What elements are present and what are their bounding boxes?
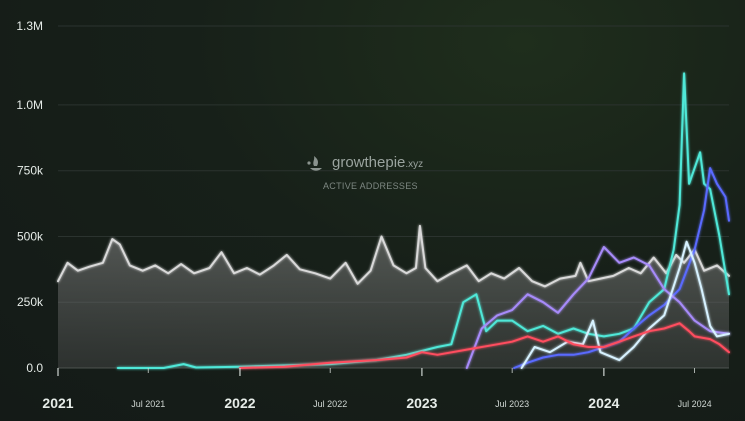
series-line-5 — [239, 322, 730, 369]
watermark-brand: growthepie.xyz — [332, 154, 423, 171]
watermark: growthepie.xyz ACTIVE ADDRESSES — [307, 154, 423, 191]
x-tick-label: 2023 — [406, 395, 437, 411]
series-line-4 — [520, 240, 730, 369]
y-tick-label: 1.3M — [16, 19, 43, 33]
y-axis: 0.0 250k 500k 750k 1.0M 1.3M — [16, 19, 44, 375]
x-axis: 2021 Jul 2021 2022 Jul 2022 2023 Jul 2023 2024… — [42, 368, 712, 411]
y-tick-label: 750k — [17, 164, 44, 178]
y-tick-label: 250k — [17, 295, 44, 309]
x-tick-label: Jul 2024 — [678, 399, 712, 409]
x-tick-label: Jul 2023 — [495, 399, 529, 409]
watermark-subtitle: ACTIVE ADDRESSES — [323, 181, 418, 191]
pie-logo-icon — [307, 156, 322, 171]
x-tick-label: Jul 2021 — [131, 399, 165, 409]
y-tick-label: 500k — [17, 229, 44, 243]
series-area-0 — [58, 225, 729, 368]
x-tick-label: 2021 — [42, 395, 73, 411]
x-tick-label: 2022 — [224, 395, 255, 411]
y-tick-label: 1.0M — [16, 98, 43, 112]
series-line-3 — [465, 246, 730, 369]
series-lines — [57, 72, 730, 369]
x-tick-label: 2024 — [588, 395, 619, 411]
series-line-2 — [513, 167, 730, 369]
y-tick-label: 0.0 — [26, 361, 43, 375]
x-tick-label: Jul 2022 — [313, 399, 347, 409]
series-line-0 — [57, 224, 730, 288]
